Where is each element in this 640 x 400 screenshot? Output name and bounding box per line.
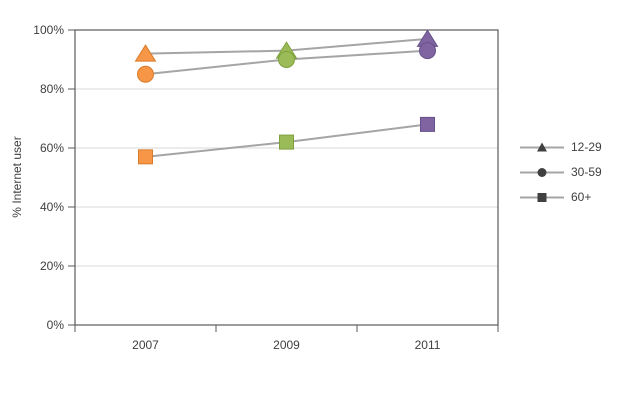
x-tick-label: 2011 (415, 338, 441, 352)
y-tick-label: 100% (33, 23, 64, 37)
y-tick-label: 0% (47, 318, 65, 332)
legend-item-30-59: 30-59 (519, 160, 602, 185)
legend-label: 12-29 (571, 140, 602, 154)
circle-data-marker (278, 51, 295, 68)
legend-label: 60+ (571, 190, 592, 204)
square-data-marker (138, 149, 153, 165)
square-marker-icon (520, 193, 564, 202)
square-data-marker (279, 134, 294, 150)
x-tick-label: 2009 (273, 338, 300, 352)
y-axis-title: % Internet user (10, 136, 24, 218)
legend: 12-29 30-59 60+ (519, 135, 602, 210)
circle-data-marker (419, 42, 436, 60)
legend-item-60plus: 60+ (519, 185, 602, 210)
legend-item-12-29: 12-29 (519, 135, 602, 160)
y-tick-label: 80% (40, 82, 64, 96)
y-tick-label: 40% (40, 200, 64, 214)
y-tick-label: 60% (40, 141, 64, 155)
circle-data-marker (137, 65, 154, 83)
triangle-marker-icon (520, 142, 564, 152)
y-tick-label: 20% (40, 259, 64, 273)
x-tick-label: 2007 (132, 338, 159, 352)
triangle-data-marker (134, 44, 157, 62)
legend-label: 30-59 (571, 165, 602, 179)
square-data-marker (420, 116, 435, 132)
circle-marker-icon (520, 168, 564, 177)
plot-border (74, 29, 499, 326)
